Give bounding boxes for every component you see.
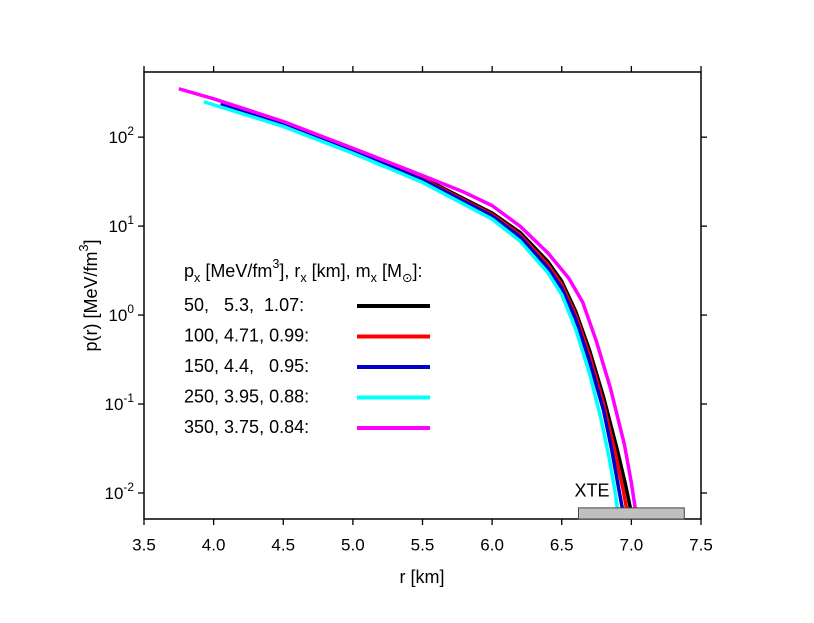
text-part: p (184, 261, 194, 281)
x-tick-label: 5.0 (341, 535, 365, 554)
x-tick-label: 3.5 (132, 535, 156, 554)
text: px [MeV/fm3], rx [km], mx [M⊙]: (184, 257, 423, 285)
text-part: p(r) [MeV/fm (81, 252, 101, 352)
tick-exponent: -2 (123, 480, 134, 494)
tick-base: 10 (108, 129, 127, 148)
script-text: ⊙ (402, 271, 413, 285)
script-text: x (300, 271, 307, 285)
x-tick-label: 6.5 (550, 535, 574, 554)
x-tick-label: 5.5 (411, 535, 435, 554)
series-line (203, 100, 621, 519)
y-tick-label: 102 (108, 124, 134, 147)
tick-exponent: 2 (127, 124, 134, 138)
text-part: ] (81, 239, 101, 244)
tick-base: 10 (105, 396, 124, 415)
tick-base: 10 (108, 307, 127, 326)
legend-label: 100, 4.71, 0.99: (184, 325, 309, 345)
y-tick-label: 10-1 (105, 391, 135, 414)
series-line (220, 102, 627, 519)
x-tick-label: 4.0 (202, 535, 226, 554)
x-tick-label: 4.5 (271, 535, 295, 554)
x-tick-label: 6.0 (480, 535, 504, 554)
text-part: [MeV/fm (200, 261, 272, 281)
text-part: ], r (279, 261, 300, 281)
lines (178, 87, 639, 519)
annotation-box (577, 507, 685, 520)
x-axis-label: r [km] (400, 567, 445, 587)
legend-label: 250, 3.95, 0.88: (184, 386, 309, 406)
y-tick-label: 100 (108, 302, 134, 325)
x-tick-label: 7.5 (689, 535, 713, 554)
legend-label: 50, 5.3, 1.07: (184, 295, 304, 315)
text-part: [M (377, 261, 402, 281)
legend-label: 350, 3.75, 0.84: (184, 417, 309, 437)
tick-exponent: 1 (127, 213, 134, 227)
annotation-label: XTE (574, 481, 609, 501)
text-part: ]: (413, 261, 423, 281)
tick-base: 10 (108, 218, 127, 237)
y-tick-label: 101 (108, 213, 134, 236)
text-part: [km], m (307, 261, 371, 281)
legend-label: 150, 4.4, 0.95: (184, 356, 309, 376)
tick-exponent: -1 (123, 391, 134, 405)
x-tick-label: 7.0 (620, 535, 644, 554)
text: p(r) [MeV/fm3] (77, 239, 100, 351)
script-text: x (194, 271, 201, 285)
tick-base: 10 (105, 484, 124, 503)
series-line (178, 87, 639, 519)
tick-exponent: 0 (127, 302, 134, 316)
script-text: x (371, 271, 378, 285)
script-text: 3 (272, 257, 279, 271)
y-tick-label: 10-2 (105, 480, 135, 503)
script-text: 3 (77, 244, 91, 251)
